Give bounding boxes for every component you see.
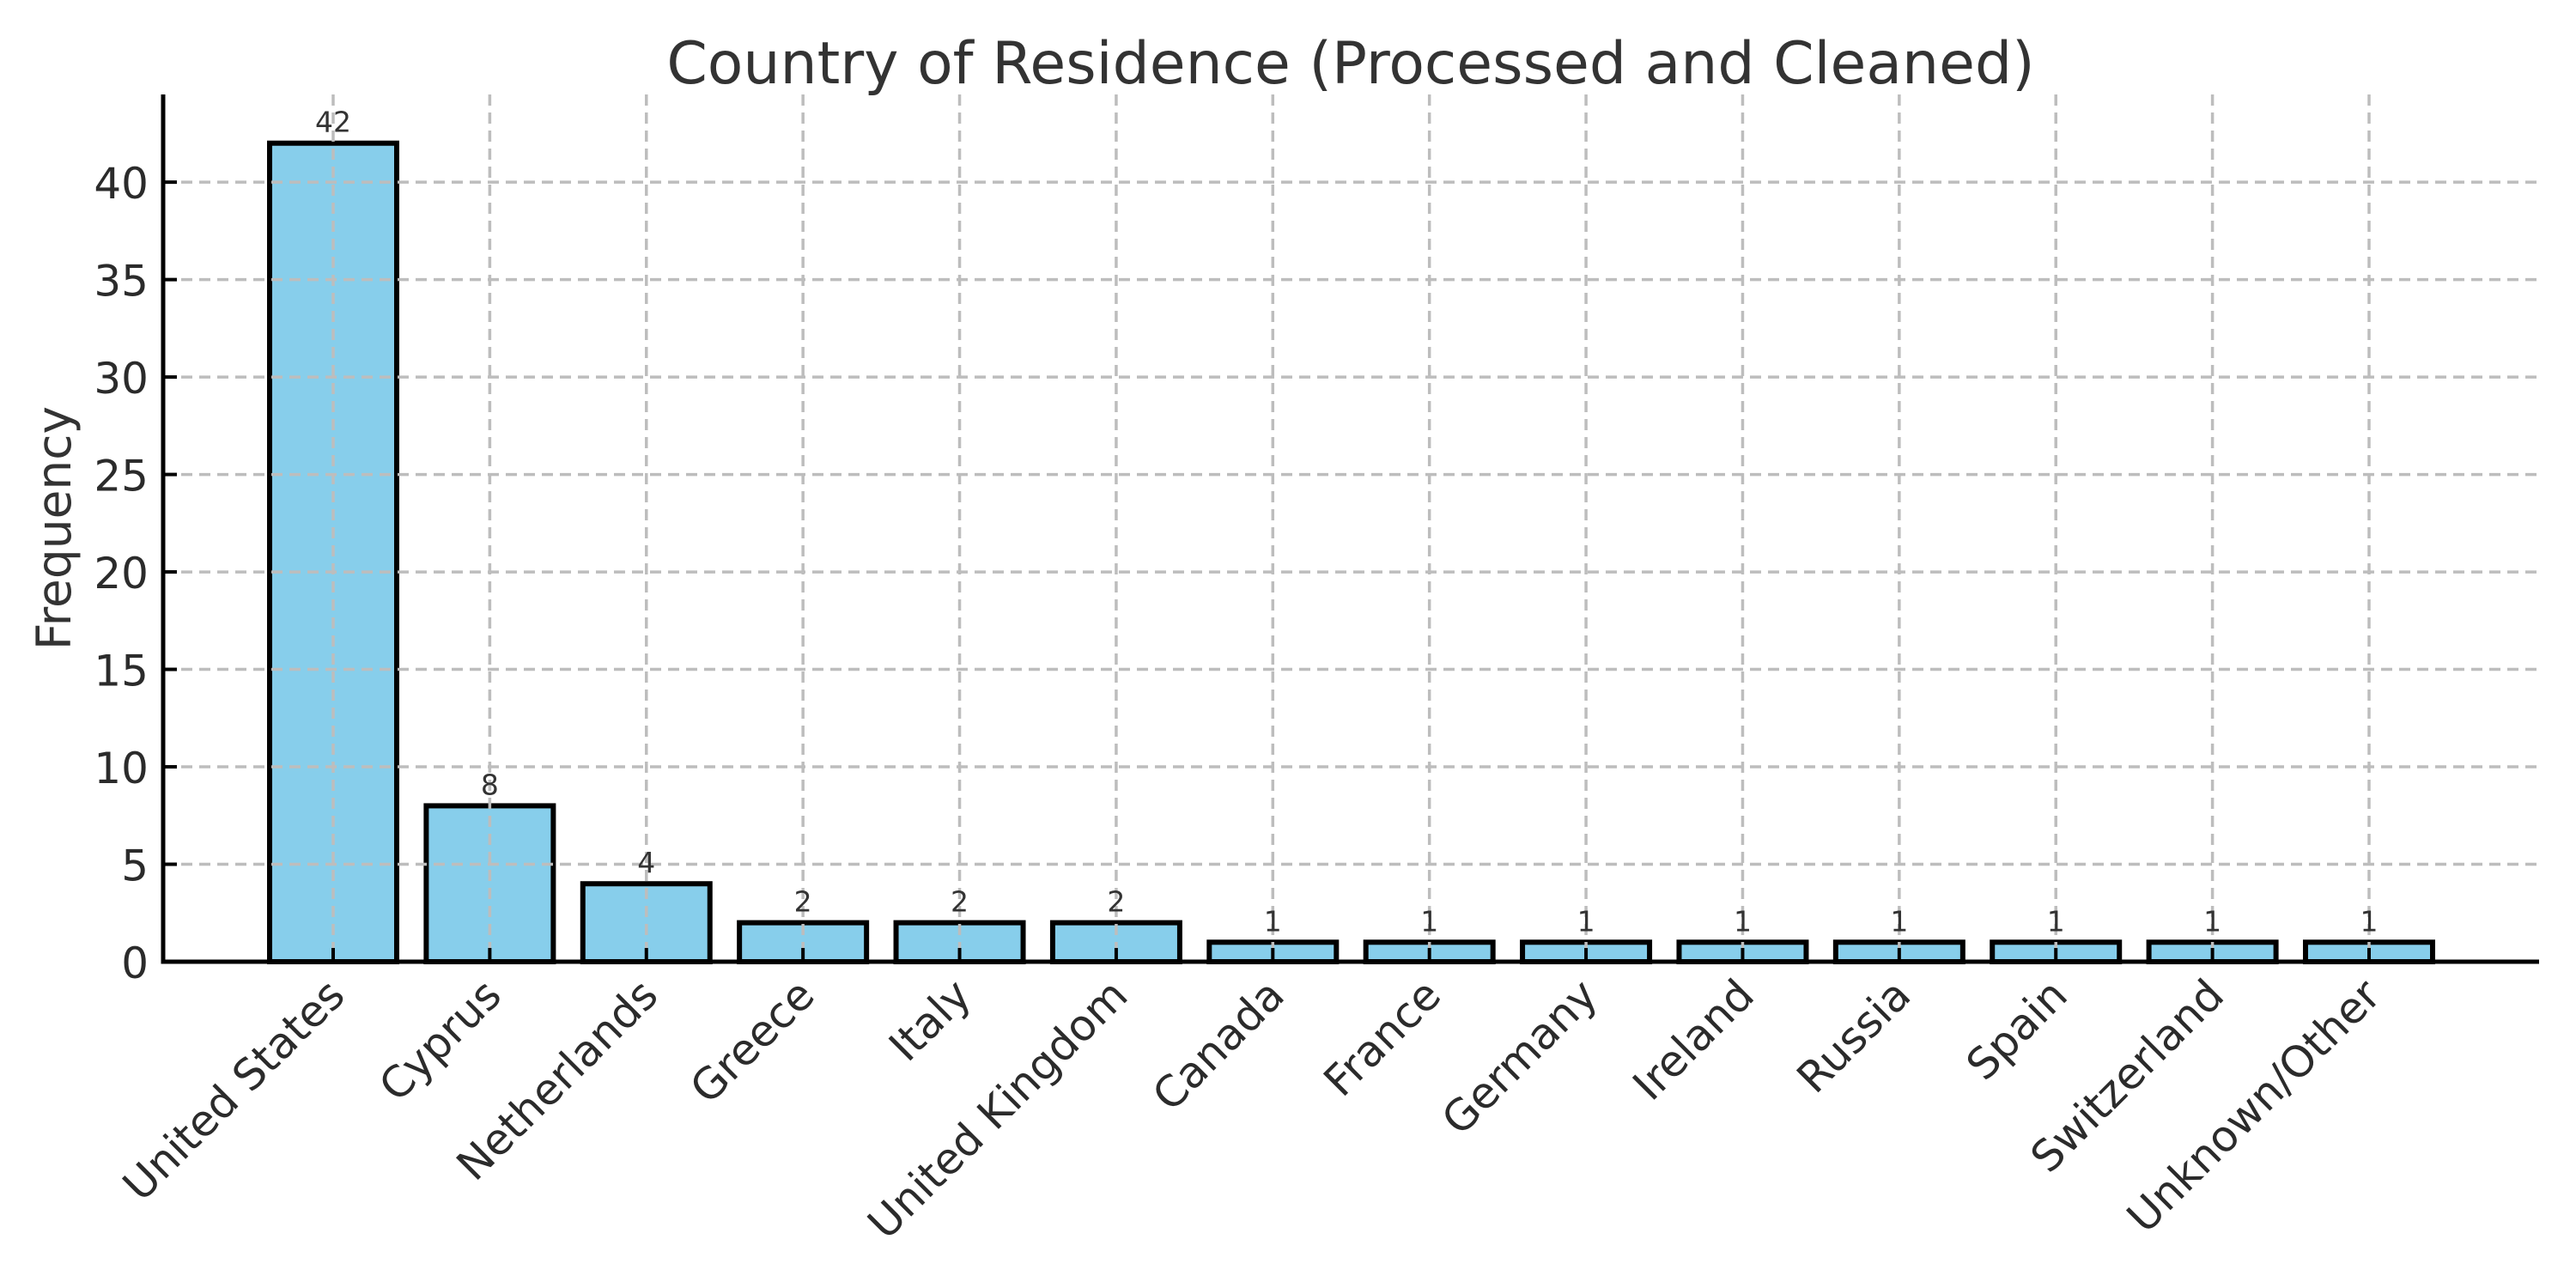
bar-value-label-greece: 2	[794, 885, 812, 919]
x-tick-label-russia: Russia	[1788, 969, 1921, 1103]
y-tick-label-10: 10	[94, 744, 149, 793]
bars-layer	[267, 140, 2435, 965]
bar-value-label-france: 1	[1420, 904, 1438, 938]
x-tick-label-italy: Italy	[879, 969, 981, 1071]
y-tick-label-20: 20	[94, 549, 149, 598]
y-tick-label-0: 0	[121, 939, 149, 988]
x-tick-label-united-states: United States	[113, 969, 354, 1210]
bar-value-label-united-kingdom: 2	[1107, 885, 1125, 919]
bar-value-label-cyprus: 8	[481, 768, 499, 801]
chart-title: Country of Residence (Processed and Clea…	[666, 30, 2034, 98]
bar-value-label-italy: 2	[951, 885, 969, 919]
bar-value-label-netherlands: 4	[637, 846, 655, 879]
x-tick-label-canada: Canada	[1143, 969, 1294, 1121]
y-tick-label-40: 40	[94, 159, 149, 209]
bar-value-label-canada: 1	[1264, 904, 1282, 938]
x-tick-label-greece: Greece	[681, 969, 824, 1113]
y-axis-label: Frequency	[27, 406, 82, 650]
y-tick-label-30: 30	[94, 354, 149, 404]
x-tick-label-united-kingdom: United Kingdom	[859, 969, 1138, 1249]
grid-layer	[163, 94, 2539, 962]
x-tick-label-france: France	[1315, 969, 1451, 1106]
bar-value-label-russia: 1	[1890, 904, 1908, 938]
axes-layer	[161, 94, 2539, 964]
x-tick-label-cyprus: Cyprus	[369, 969, 510, 1110]
bar-value-label-germany: 1	[1577, 904, 1595, 938]
x-tick-label-germany: Germany	[1432, 969, 1607, 1145]
bar-value-label-ireland: 1	[1734, 904, 1752, 938]
bar-value-label-united-states: 42	[315, 106, 351, 139]
bar-value-label-spain: 1	[2047, 904, 2065, 938]
bar-cyprus	[423, 803, 556, 964]
bar-value-label-unknown-other: 1	[2360, 904, 2379, 938]
y-tick-label-25: 25	[94, 452, 149, 501]
y-tick-label-15: 15	[94, 647, 149, 696]
x-tick-label-spain: Spain	[1957, 969, 2077, 1090]
y-tick-label-5: 5	[121, 841, 149, 891]
bar-value-label-switzerland: 1	[2203, 904, 2221, 938]
x-tick-label-ireland: Ireland	[1624, 969, 1764, 1109]
y-tick-label-35: 35	[94, 257, 149, 307]
